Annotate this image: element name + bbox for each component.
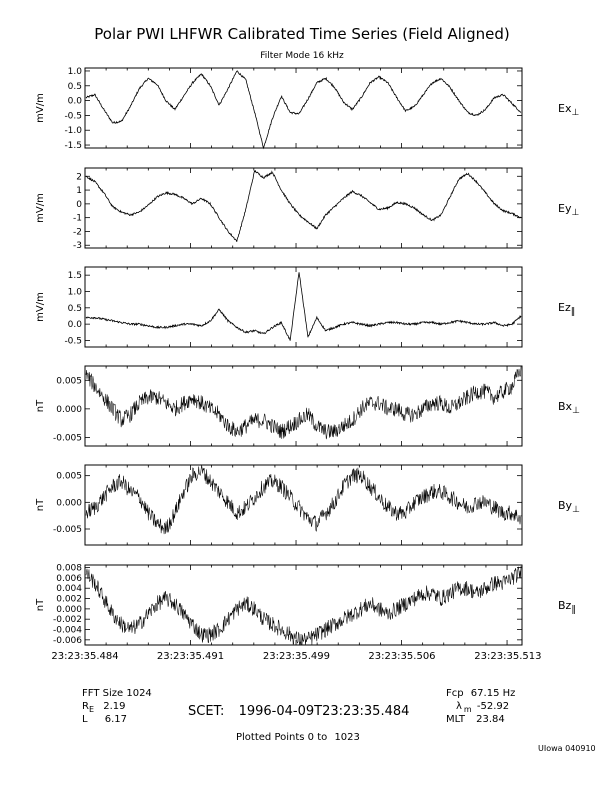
y-tick-label: -1.5 <box>64 141 82 151</box>
panel-ey: 2 1 0 -1 -2 -3 mV/m Ey⊥ <box>35 167 579 251</box>
y-tick-label: -0.005 <box>53 525 82 535</box>
y-axis-label: nT <box>35 399 46 412</box>
re-subscript: E <box>88 705 95 714</box>
l-label: L <box>82 714 88 725</box>
component-label: Bz‖ <box>558 599 576 615</box>
y-tick-label: 0.5 <box>68 304 82 314</box>
l-value: 6.17 <box>104 714 128 725</box>
lambda-label: λ <box>456 701 462 712</box>
credit: UIowa 040910 <box>538 744 596 753</box>
lambda-subscript: m <box>463 705 472 714</box>
y-axis-label: mV/m <box>35 93 46 123</box>
y-axis-label: mV/m <box>35 292 46 322</box>
y-tick-label: -1 <box>73 214 82 224</box>
y-tick-label: 1 <box>76 186 82 196</box>
component-label: Ey⊥ <box>558 202 579 218</box>
waveform-line <box>85 169 522 242</box>
re-block: RE 2.19 <box>82 701 126 714</box>
waveform-line <box>85 70 522 150</box>
panel-ex: 1.0 0.5 0.0 -0.5 -1.0 -1.5 mV/m Ex⊥ <box>35 67 579 151</box>
plot-frame <box>84 365 523 447</box>
y-axis-label: nT <box>35 598 46 611</box>
fft-size-label: FFT Size <box>82 688 124 699</box>
fft-size-block: FFT Size 1024 <box>82 688 152 699</box>
waveform-line <box>85 365 522 440</box>
l-block: L 6.17 <box>82 714 127 725</box>
y-tick-label: 1.5 <box>68 271 82 281</box>
y-tick-label: 0.006 <box>56 574 82 584</box>
re-value: 2.19 <box>103 701 126 712</box>
waveform-line <box>85 464 522 535</box>
y-tick-label: 0.000 <box>56 605 82 615</box>
y-tick-label: 0.004 <box>56 584 82 594</box>
plot-frame <box>84 564 523 646</box>
fcp-value: 67.15 Hz <box>470 688 516 699</box>
waveform-line <box>85 272 522 341</box>
y-tick-label: 0.5 <box>68 82 82 92</box>
panels: 1.0 0.5 0.0 -0.5 -1.0 -1.5 mV/m Ex⊥ 2 1 0 -1 -2 -3 mV/… <box>35 67 580 646</box>
fcp-block: Fcp 67.15 Hz <box>446 688 515 699</box>
plot-frame <box>84 266 523 348</box>
y-tick-label: 0.008 <box>56 564 82 574</box>
x-tick-label: 23:23:35.484 <box>51 651 118 662</box>
re-label: R <box>82 701 89 712</box>
x-tick-label: 23:23:35.491 <box>157 651 224 662</box>
plotted-points-label: Plotted Points 0 to <box>236 732 328 743</box>
mlt-label: MLT <box>446 714 465 725</box>
lambda-value: -52.92 <box>476 701 510 712</box>
y-tick-label: -0.002 <box>53 615 82 625</box>
waveform-line <box>85 566 522 646</box>
y-axis-label: mV/m <box>35 193 46 223</box>
scet-label: SCET: <box>188 704 225 719</box>
component-label: Ez‖ <box>558 301 575 317</box>
chart-title: Polar PWI LHFWR Calibrated Time Series (… <box>94 25 509 43</box>
mlt-block: MLT 23.84 <box>446 714 505 725</box>
y-tick-label: 2 <box>76 172 82 182</box>
x-tick-label: 23:23:35.499 <box>263 651 330 662</box>
y-tick-label: -0.5 <box>64 336 82 346</box>
mlt-value: 23.84 <box>476 714 505 725</box>
y-tick-label: -0.004 <box>53 626 82 636</box>
component-label: Bx⊥ <box>558 400 580 416</box>
y-tick-label: -2 <box>73 227 82 237</box>
x-tick-label: 23:23:35.513 <box>474 651 541 662</box>
y-tick-label: 0.0 <box>68 320 83 330</box>
y-tick-label: 0.000 <box>56 498 82 508</box>
x-tick-label: 23:23:35.506 <box>368 651 435 662</box>
y-tick-label: -0.5 <box>64 111 82 121</box>
plotted-points: Plotted Points 0 to 1023 <box>236 732 360 743</box>
y-tick-label: 0 <box>76 200 82 210</box>
chart-subtitle: Filter Mode 16 kHz <box>260 51 344 61</box>
scet-value: 1996-04-09T23:23:35.484 <box>238 704 410 719</box>
plotted-points-end: 1023 <box>334 732 360 743</box>
panel-by: 0.005 0.000 -0.005 nT By⊥ <box>35 464 580 546</box>
plot-frame <box>84 464 523 546</box>
panel-bz: 0.0080.0060.0040.0020.000-0.002-0.004-0.… <box>35 564 576 646</box>
y-tick-label: 1.0 <box>68 287 83 297</box>
y-tick-label: -1.0 <box>64 126 82 136</box>
scet-block: SCET: 1996-04-09T23:23:35.484 <box>188 704 409 719</box>
y-tick-label: 0.000 <box>56 405 82 415</box>
panel-ez: 1.5 1.0 0.5 0.0 -0.5 mV/m Ez‖ <box>35 266 575 348</box>
y-tick-label: -0.005 <box>53 433 82 443</box>
y-axis-label: nT <box>35 498 46 511</box>
y-tick-label: 0.002 <box>56 595 82 605</box>
fcp-label: Fcp <box>446 688 464 699</box>
y-tick-label: -0.006 <box>53 636 82 646</box>
component-label: Ex⊥ <box>558 102 579 118</box>
y-tick-label: 0.005 <box>56 472 82 482</box>
panel-bx: 0.005 0.000 -0.005 nT Bx⊥ <box>35 365 580 447</box>
component-label: By⊥ <box>558 499 580 515</box>
y-tick-label: -3 <box>73 241 82 251</box>
x-axis-tick-labels: 23:23:35.484 23:23:35.491 23:23:35.499 23:2… <box>51 651 541 662</box>
fft-size-value: 1024 <box>126 688 152 699</box>
plot-frame <box>84 167 523 249</box>
y-tick-label: 0.0 <box>68 97 83 107</box>
y-tick-label: 1.0 <box>68 67 83 77</box>
plot-frame <box>84 67 523 149</box>
y-tick-label: 0.005 <box>56 376 82 386</box>
